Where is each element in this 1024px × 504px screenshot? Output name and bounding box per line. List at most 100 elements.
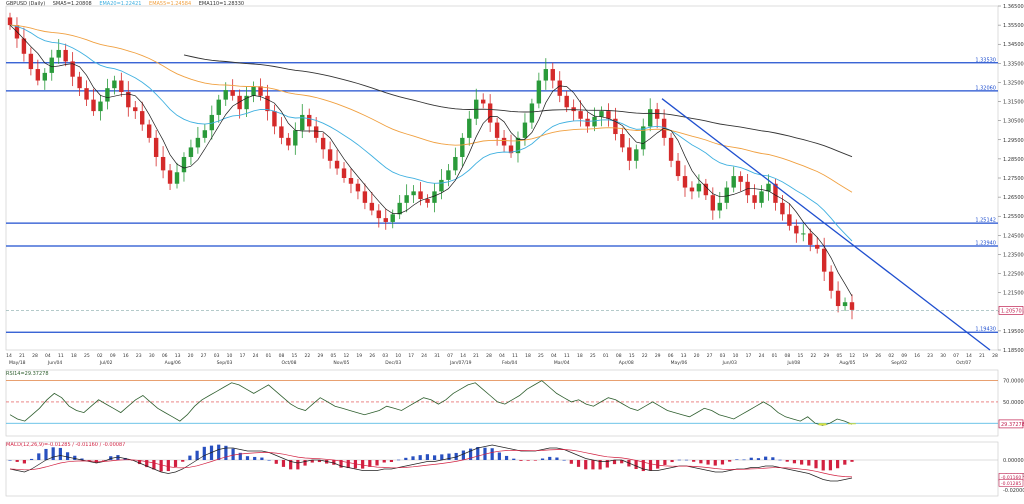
candle-body	[641, 126, 646, 150]
x-month-label: Jun/04	[47, 360, 62, 366]
candle-body	[613, 118, 618, 135]
macd-histogram-bar	[80, 458, 84, 460]
candle-body	[293, 130, 298, 146]
candle-body	[842, 302, 848, 307]
rsi-current-box	[998, 419, 1024, 429]
x-month-label: Oct/08	[281, 360, 296, 366]
macd-histogram-bar	[742, 459, 746, 461]
candle-body	[849, 302, 855, 310]
candle-body	[425, 199, 430, 203]
macd-histogram-bar	[202, 446, 206, 460]
x-month-label: Apr/08	[619, 360, 634, 366]
x-month-label: Jun/03	[722, 360, 737, 366]
candle-body	[348, 178, 354, 184]
x-day-label: 06	[668, 353, 674, 359]
candle-body	[821, 248, 827, 272]
macd-histogram-bar	[296, 460, 300, 470]
x-day-label: 08	[279, 353, 285, 359]
macd-histogram-bar	[37, 453, 41, 460]
candle-body	[599, 111, 604, 117]
macd-histogram-bar	[274, 460, 278, 464]
macd-histogram-bar	[641, 460, 645, 472]
rsi-tick-label: 50.00000	[1003, 400, 1024, 406]
candle-body	[536, 80, 542, 104]
candle-body	[84, 88, 89, 100]
x-day-label: 30	[149, 353, 155, 359]
candle-body	[724, 187, 729, 203]
x-day-label: 02	[97, 353, 103, 359]
macd-histogram-bar	[73, 455, 77, 460]
candle-body	[794, 225, 799, 234]
macd-histogram-bar	[29, 458, 34, 460]
candle-body	[355, 183, 361, 192]
macd-histogram-bar	[497, 452, 501, 460]
x-day-label: 17	[746, 353, 752, 359]
x-day-label: 25	[538, 353, 544, 359]
macd-histogram-bar	[569, 460, 573, 464]
x-day-label: 11	[58, 353, 64, 359]
candle-body	[439, 179, 444, 192]
macd-histogram-bar	[332, 460, 336, 465]
macd-histogram-bar	[188, 455, 192, 460]
macd-histogram-bar	[281, 460, 286, 467]
macd-histogram-bar	[850, 460, 854, 462]
macd-histogram-bar	[289, 460, 293, 470]
macd-histogram-bar	[814, 460, 818, 469]
macd-histogram-bar	[44, 448, 48, 460]
candle-body	[703, 183, 709, 196]
candle-body	[404, 195, 409, 203]
x-day-label: 14	[460, 353, 466, 359]
x-month-label: Feb/04	[502, 360, 517, 366]
x-day-label: 28	[32, 353, 38, 359]
macd-histogram-bar	[756, 458, 761, 460]
macd-histogram-bar	[15, 460, 19, 462]
candle-body	[432, 191, 437, 203]
macd-histogram-bar	[735, 459, 739, 460]
candle-body	[773, 183, 778, 203]
macd-histogram-bar	[648, 460, 653, 471]
x-month-label: Nov/05	[333, 360, 349, 366]
x-day-label: 01	[603, 353, 609, 359]
macd-histogram-bar	[101, 460, 106, 461]
macd-histogram-bar	[195, 450, 199, 460]
macd-histogram-bar	[555, 457, 559, 460]
x-day-label: 21	[19, 353, 25, 359]
macd-histogram-bar	[749, 457, 753, 460]
trendline	[661, 98, 991, 351]
macd-histogram-bar	[771, 457, 775, 460]
macd-histogram-bar	[800, 460, 804, 465]
macd-histogram-bar	[706, 460, 710, 465]
candle-body	[146, 124, 152, 138]
candle-body	[682, 176, 688, 188]
x-month-label: May/06	[671, 360, 688, 366]
macd-histogram-bar	[533, 460, 537, 461]
macd-histogram-bar	[418, 455, 422, 460]
x-month-label: Mar/04	[554, 360, 570, 366]
macd-histogram-bar	[87, 460, 91, 461]
macd-signal-line	[9, 449, 853, 478]
x-day-label: 10	[227, 353, 233, 359]
current-price-box	[998, 306, 1024, 315]
macd-histogram-bar	[137, 460, 142, 465]
x-month-label: Sep/02	[891, 360, 907, 366]
candle-body	[592, 116, 597, 127]
sma5-line	[9, 24, 853, 297]
candle-body	[70, 61, 75, 77]
x-day-label: 09	[110, 353, 116, 359]
x-day-label: 03	[720, 353, 726, 359]
candle-body	[467, 118, 472, 138]
macd-histogram-bar	[440, 454, 444, 460]
macd-histogram-bar	[843, 460, 847, 465]
y-tick-label: 1.22500	[1003, 272, 1024, 278]
macd-histogram-bar	[245, 456, 250, 460]
candle-body	[606, 111, 611, 119]
macd-histogram-bar	[339, 460, 343, 468]
x-day-label: 03	[214, 353, 220, 359]
candle-body	[585, 118, 590, 127]
macd-histogram-bar	[397, 459, 401, 461]
macd-histogram-bar	[353, 460, 358, 469]
candle-body	[202, 130, 208, 138]
candle-body	[564, 95, 569, 108]
macd-histogram-bar	[109, 456, 113, 460]
